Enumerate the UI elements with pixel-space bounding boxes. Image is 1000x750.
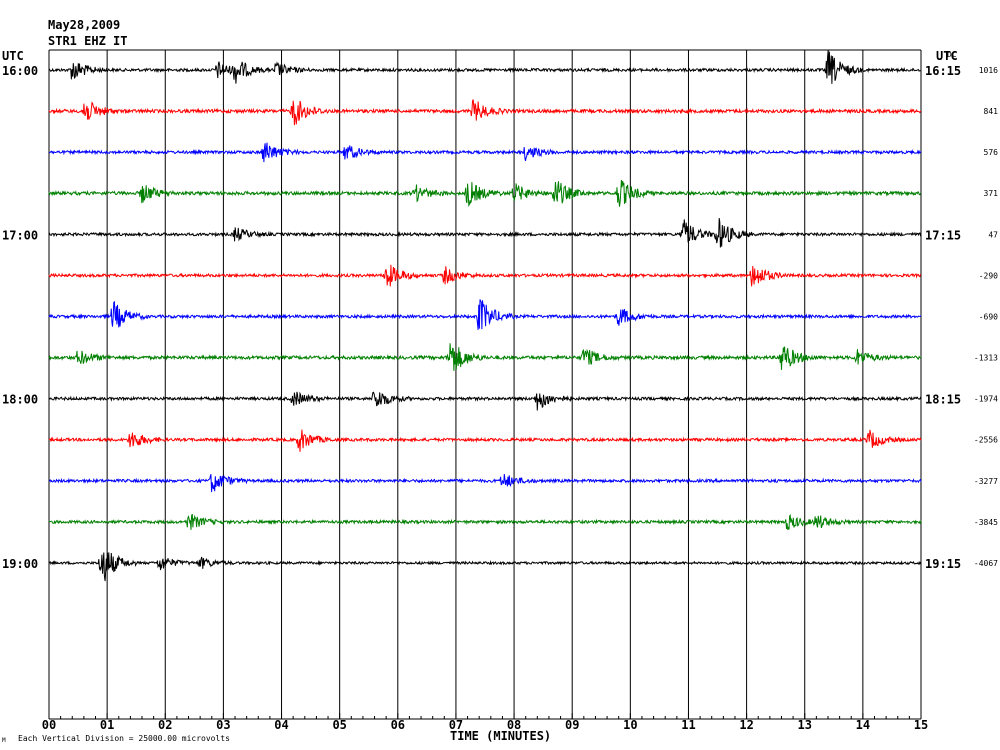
dc-offset-label: -690 [979, 312, 998, 321]
x-tick-label: 14 [856, 718, 870, 732]
trace-row-9 [48, 429, 922, 452]
station-code: STR1 EHZ IT [48, 34, 127, 48]
x-tick-label: 02 [158, 718, 172, 732]
x-tick-label: 01 [100, 718, 114, 732]
dc-offset-label: 1016 [979, 66, 998, 75]
trace-row-10 [48, 473, 922, 493]
utc-left-label: UTC [2, 49, 24, 63]
left-time-label: 18:00 [2, 393, 38, 407]
dc-offset-label: -290 [979, 271, 998, 280]
scale-note: Each Vertical Division = 25000.00 microv… [18, 734, 230, 743]
x-tick-label: 00 [42, 718, 56, 732]
right-time-labels: 16:15 17:15 18:15 19:15 [925, 64, 961, 571]
x-tick-label: 09 [565, 718, 579, 732]
x-tick-label: 07 [449, 718, 463, 732]
trace-row-6 [48, 299, 922, 330]
x-tick-label: 15 [914, 718, 928, 732]
x-axis-title: TIME (MINUTES) [450, 729, 551, 743]
trace-row-11 [48, 513, 922, 530]
dc-offset-label: 47 [988, 230, 998, 239]
dc-offset-label: -1313 [974, 354, 998, 363]
dc-offset-label: -3277 [974, 477, 998, 486]
utc-right-label: UTC [936, 49, 958, 63]
trace-row-2 [48, 142, 922, 163]
x-tick-label: 13 [798, 718, 812, 732]
dc-offset-label: -1974 [974, 395, 998, 404]
right-time-label: 18:15 [925, 393, 961, 407]
trace-row-8 [48, 391, 922, 411]
x-tick-label: 05 [332, 718, 346, 732]
right-time-label: 17:15 [925, 228, 961, 242]
x-axis-ticks: 00 01 02 03 04 05 06 07 08 09 10 11 12 13 14 15 [42, 713, 928, 732]
trace-row-0 [48, 49, 921, 84]
x-tick-label: 06 [391, 718, 405, 732]
corner-mark: M [2, 737, 6, 744]
chart-date: May28,2009 [48, 18, 120, 32]
left-time-labels: 16:00 17:00 18:00 19:00 [2, 64, 38, 571]
dc-offset-label: 576 [984, 148, 999, 157]
trace-row-4 [48, 218, 922, 248]
trace-row-5 [48, 264, 922, 287]
dc-offset-label: 841 [984, 107, 999, 116]
dc-offset-labels: 1016 841 576 371 47 -290 -690 -1313 -1974 -2556 -3… [974, 66, 998, 568]
right-time-label: 16:15 [925, 64, 961, 78]
dc-offset-label: 371 [984, 189, 999, 198]
x-tick-label: 11 [681, 718, 695, 732]
x-tick-label: 08 [507, 718, 521, 732]
trace-row-1 [48, 99, 922, 126]
seismic-traces [48, 49, 922, 582]
x-tick-label: 12 [739, 718, 753, 732]
chart-grid [48, 49, 922, 720]
trace-row-3 [48, 180, 922, 207]
right-time-label: 19:15 [925, 557, 961, 571]
dc-offset-label: -4067 [974, 559, 998, 568]
x-tick-label: 10 [623, 718, 637, 732]
dc-offset-label: -3845 [974, 518, 998, 527]
x-tick-label: 04 [274, 718, 288, 732]
left-time-label: 19:00 [2, 557, 38, 571]
dc-header-label: DC [947, 50, 957, 59]
left-time-label: 16:00 [2, 64, 38, 78]
x-tick-label: 03 [216, 718, 230, 732]
left-time-label: 17:00 [2, 228, 38, 242]
trace-row-7 [48, 343, 922, 371]
dc-offset-label: -2556 [974, 436, 998, 445]
trace-row-12 [48, 552, 922, 582]
